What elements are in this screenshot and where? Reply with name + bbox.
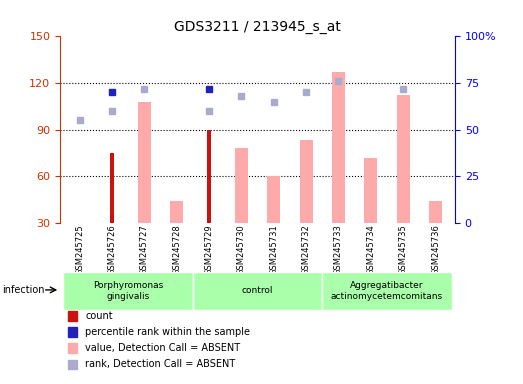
Text: GSM245725: GSM245725: [75, 224, 84, 275]
Text: GSM245736: GSM245736: [431, 224, 440, 275]
Bar: [397, 96, 410, 223]
Text: infection: infection: [3, 285, 45, 295]
Bar: [300, 141, 313, 223]
Text: value, Detection Call = ABSENT: value, Detection Call = ABSENT: [85, 343, 241, 353]
Text: count: count: [85, 311, 113, 321]
Text: GSM245729: GSM245729: [204, 224, 213, 275]
Text: GSM245734: GSM245734: [366, 224, 376, 275]
Text: control: control: [242, 286, 274, 295]
Bar: [138, 102, 151, 223]
Text: Porphyromonas
gingivalis: Porphyromonas gingivalis: [93, 281, 163, 301]
Bar: [193, 271, 322, 310]
Bar: [365, 157, 377, 223]
Text: GSM245731: GSM245731: [269, 224, 278, 275]
Bar: [109, 153, 115, 223]
Text: GSM245726: GSM245726: [107, 224, 117, 275]
Text: GSM245730: GSM245730: [237, 224, 246, 275]
Bar: [207, 130, 211, 223]
Text: GSM245735: GSM245735: [399, 224, 408, 275]
Bar: [235, 148, 248, 223]
Bar: [63, 271, 193, 310]
Bar: [170, 201, 183, 223]
Text: GSM245733: GSM245733: [334, 224, 343, 275]
Bar: [332, 72, 345, 223]
Text: Aggregatibacter
actinomycetemcomitans: Aggregatibacter actinomycetemcomitans: [331, 281, 443, 301]
Bar: [322, 271, 452, 310]
Text: percentile rank within the sample: percentile rank within the sample: [85, 327, 250, 337]
Title: GDS3211 / 213945_s_at: GDS3211 / 213945_s_at: [174, 20, 341, 34]
Bar: [429, 201, 442, 223]
Text: GSM245727: GSM245727: [140, 224, 149, 275]
Text: GSM245732: GSM245732: [302, 224, 311, 275]
Bar: [267, 176, 280, 223]
Text: rank, Detection Call = ABSENT: rank, Detection Call = ABSENT: [85, 359, 235, 369]
Text: GSM245728: GSM245728: [172, 224, 181, 275]
